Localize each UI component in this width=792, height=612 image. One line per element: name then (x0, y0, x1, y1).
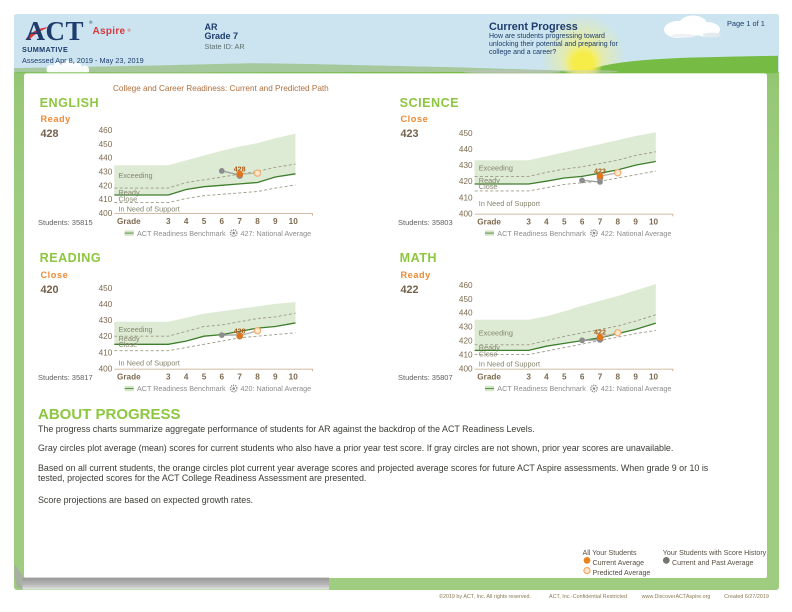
svg-text:3: 3 (526, 218, 531, 227)
svg-text:7: 7 (598, 218, 603, 227)
svg-text:410: 410 (99, 348, 113, 357)
svg-text:8: 8 (616, 218, 621, 227)
svg-text:Close: Close (119, 340, 138, 349)
svg-text:Grade: Grade (117, 373, 141, 382)
svg-text:400: 400 (459, 210, 473, 219)
svg-text:6: 6 (220, 217, 225, 226)
svg-text:3: 3 (166, 373, 171, 382)
svg-text:4: 4 (184, 373, 189, 382)
svg-text:420: 420 (459, 337, 473, 346)
svg-text:4: 4 (184, 217, 189, 226)
svg-text:7: 7 (237, 373, 242, 382)
svg-text:428: 428 (234, 165, 246, 174)
svg-text:ACT Readiness Benchmark: ACT Readiness Benchmark (497, 229, 586, 238)
svg-text:Exceeding: Exceeding (119, 171, 153, 180)
svg-text:7: 7 (237, 217, 242, 226)
svg-text:9: 9 (273, 217, 278, 226)
svg-text:450: 450 (99, 140, 113, 149)
svg-text:440: 440 (99, 300, 113, 309)
svg-text:5: 5 (202, 217, 207, 226)
svg-text:410: 410 (459, 351, 473, 360)
svg-text:In Need of Support: In Need of Support (119, 204, 180, 213)
svg-text:440: 440 (459, 309, 473, 318)
svg-text:Ready: Ready (479, 176, 500, 185)
svg-text:3: 3 (526, 373, 531, 382)
svg-text:Grade: Grade (477, 218, 501, 227)
svg-text:10: 10 (649, 373, 659, 382)
svg-text:ACT Readiness Benchmark: ACT Readiness Benchmark (497, 384, 586, 393)
svg-text:Ready: Ready (479, 343, 500, 352)
svg-text:440: 440 (459, 145, 473, 154)
svg-text:460: 460 (459, 281, 473, 290)
svg-text:7: 7 (598, 373, 603, 382)
svg-text:ACT Readiness Benchmark: ACT Readiness Benchmark (137, 229, 226, 238)
svg-text:Exceeding: Exceeding (479, 329, 513, 338)
svg-text:420: 420 (459, 177, 473, 186)
svg-text:8: 8 (616, 373, 621, 382)
svg-text:6: 6 (220, 373, 225, 382)
svg-text:In Need of Support: In Need of Support (119, 359, 180, 368)
svg-text:10: 10 (289, 373, 299, 382)
svg-text:10: 10 (289, 217, 299, 226)
svg-text:5: 5 (202, 373, 207, 382)
svg-text:450: 450 (99, 284, 113, 293)
svg-text:420: National Average: 420: National Average (241, 384, 312, 393)
svg-text:420: 420 (99, 181, 113, 190)
svg-text:430: 430 (459, 323, 473, 332)
svg-text:5: 5 (562, 373, 567, 382)
svg-text:421: National Average: 421: National Average (601, 384, 672, 393)
svg-text:Ready: Ready (119, 188, 140, 197)
svg-text:460: 460 (99, 126, 113, 135)
svg-text:Ready: Ready (119, 334, 140, 343)
svg-text:8: 8 (255, 373, 260, 382)
svg-text:ACT Readiness Benchmark: ACT Readiness Benchmark (137, 384, 226, 393)
svg-text:400: 400 (99, 209, 113, 218)
svg-text:Grade: Grade (117, 217, 141, 226)
svg-text:450: 450 (459, 129, 473, 138)
svg-text:In Need of Support: In Need of Support (479, 360, 540, 369)
svg-text:9: 9 (633, 373, 638, 382)
svg-text:400: 400 (99, 365, 113, 374)
svg-text:6: 6 (580, 218, 585, 227)
svg-text:430: 430 (459, 161, 473, 170)
svg-text:Exceeding: Exceeding (119, 325, 153, 334)
svg-text:5: 5 (562, 218, 567, 227)
svg-text:4: 4 (544, 373, 549, 382)
svg-text:410: 410 (459, 193, 473, 202)
svg-text:10: 10 (649, 218, 659, 227)
svg-text:423: 423 (594, 167, 606, 176)
svg-text:422: National Average: 422: National Average (601, 229, 672, 238)
svg-text:8: 8 (255, 217, 260, 226)
svg-text:9: 9 (273, 373, 278, 382)
svg-text:420: 420 (99, 332, 113, 341)
svg-text:6: 6 (580, 373, 585, 382)
svg-text:Close: Close (479, 182, 498, 191)
svg-text:422: 422 (594, 328, 606, 337)
svg-text:440: 440 (99, 154, 113, 163)
svg-text:450: 450 (459, 295, 473, 304)
svg-text:427: National Average: 427: National Average (241, 229, 312, 238)
svg-text:Close: Close (119, 195, 138, 204)
svg-text:In Need of Support: In Need of Support (479, 199, 540, 208)
svg-text:430: 430 (99, 167, 113, 176)
svg-text:420: 420 (234, 326, 246, 335)
svg-text:Exceeding: Exceeding (479, 163, 513, 172)
svg-text:9: 9 (633, 218, 638, 227)
svg-text:410: 410 (99, 195, 113, 204)
svg-text:3: 3 (166, 217, 171, 226)
svg-text:430: 430 (99, 316, 113, 325)
svg-text:Grade: Grade (477, 373, 501, 382)
svg-text:4: 4 (544, 218, 549, 227)
svg-text:Close: Close (479, 350, 498, 359)
svg-text:400: 400 (459, 365, 473, 374)
